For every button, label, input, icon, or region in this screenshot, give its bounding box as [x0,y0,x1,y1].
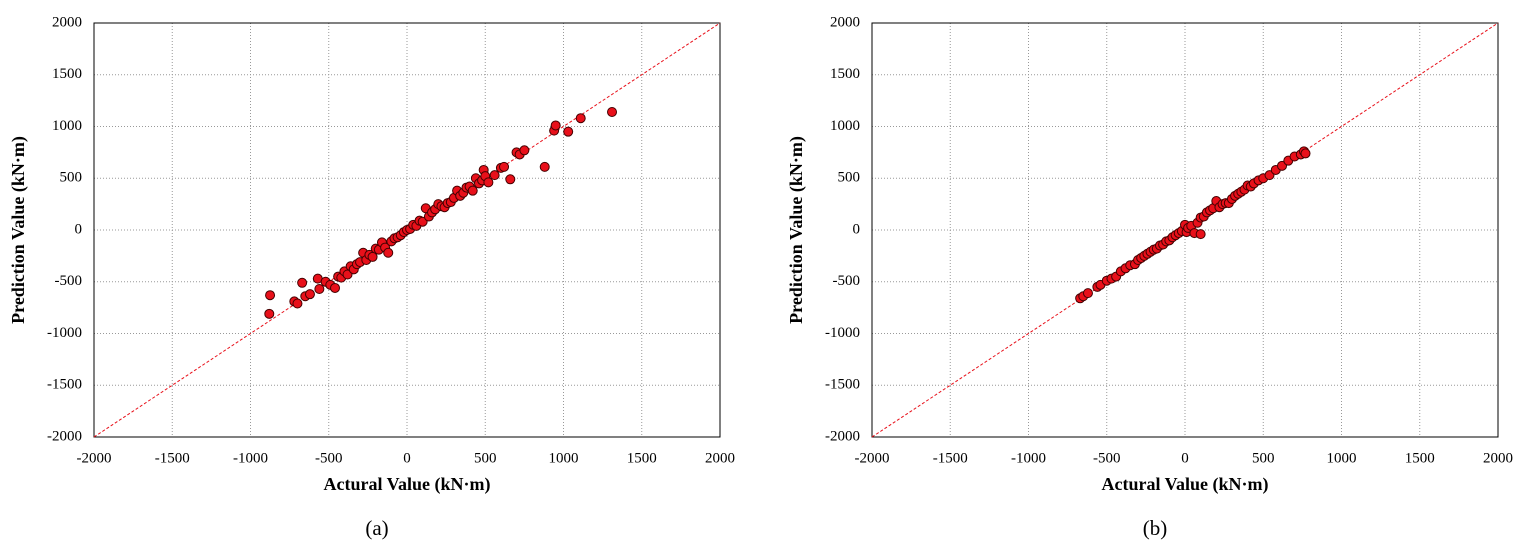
point [297,277,308,288]
y-tick-label: -1000 [825,325,860,341]
x-axis-title: Actural Value (kN·m) [1101,474,1268,495]
plot-frame [871,22,1499,438]
point [330,282,341,293]
x-tick-label: -1500 [155,450,190,466]
point [1300,148,1311,159]
x-tick-label: 0 [1181,450,1189,466]
point [563,126,574,137]
point [292,298,303,309]
x-tick-label: 500 [474,450,497,466]
y-tick-label: 1000 [52,118,82,134]
y-tick-label: 1500 [830,66,860,82]
point [265,290,276,301]
caption: (a) [365,516,388,540]
point [499,161,510,172]
x-tick-label: 0 [403,450,411,466]
y-tick-label: 500 [838,170,861,186]
y-tick-label: -1500 [47,377,82,393]
y-tick-label: 2000 [830,14,860,30]
point [1195,229,1206,240]
y-tick-label: 2000 [52,14,82,30]
point [467,185,478,196]
point [519,145,530,156]
y-tick-label: 1000 [830,118,860,134]
x-tick-label: -1500 [933,450,968,466]
y-tick-label: 0 [75,221,83,237]
point [607,107,618,118]
chart-panel: -2000 -1500 -1000 -500 0 500 1000 1500 2000 -2000… [8,14,735,539]
y-tick-label: 500 [60,170,83,186]
point [489,170,500,181]
x-tick-label: -2000 [855,450,890,466]
point [314,283,325,294]
y-tick-label: -500 [833,273,861,289]
point [367,251,378,262]
y-tick-label: 0 [853,221,861,237]
y-tick-label: -2000 [825,428,860,444]
x-tick-label: 2000 [1483,450,1513,466]
x-tick-label: -500 [1093,450,1121,466]
point [575,113,586,124]
x-tick-label: -2000 [77,450,112,466]
y-tick-label: -2000 [47,428,82,444]
y-tick-label: -500 [55,273,83,289]
point [304,289,315,300]
x-tick-label: 1500 [1405,450,1435,466]
x-tick-label: 1500 [627,450,657,466]
x-tick-label: -1000 [1011,450,1046,466]
plot-frame [93,22,721,438]
point [383,247,394,258]
x-tick-label: 1000 [549,450,579,466]
point [550,120,561,131]
x-tick-label: -1000 [233,450,268,466]
y-tick-label: -1000 [47,325,82,341]
y-tick-label: 1500 [52,66,82,82]
x-tick-label: 2000 [705,450,735,466]
y-axis-title: Prediction Value (kN·m) [786,136,807,324]
point [264,308,275,319]
point [505,174,516,185]
x-axis-title: Actural Value (kN·m) [323,474,490,495]
point [1082,288,1093,299]
caption: (b) [1143,516,1168,540]
y-axis-title: Prediction Value (kN·m) [8,136,29,324]
x-tick-label: -500 [315,450,343,466]
x-tick-label: 1000 [1327,450,1357,466]
point [483,177,494,188]
y-tick-label: -1500 [825,377,860,393]
chart-panel: -2000 -1500 -1000 -500 0 500 1000 1500 2000 -2000… [786,14,1513,539]
point [539,161,550,172]
x-tick-label: 500 [1252,450,1275,466]
